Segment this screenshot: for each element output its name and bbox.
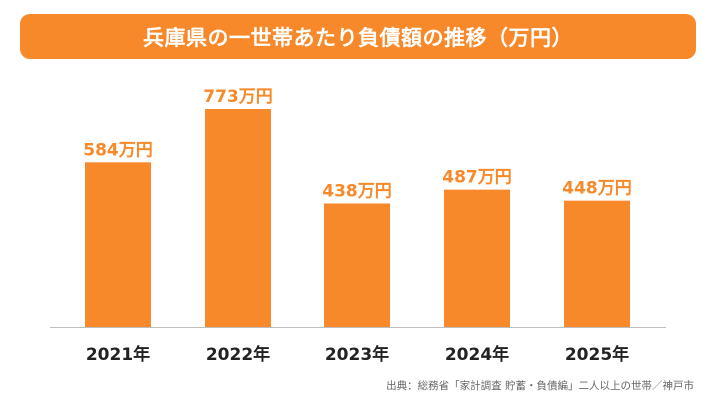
x-tick-label-1: 2021年 (86, 344, 150, 365)
x-tick-label-3: 2023年 (325, 344, 389, 365)
x-tick-label-5: 2025年 (565, 344, 629, 365)
chart-title-banner: 兵庫県の一世帯あたり負債額の推移（万円） (20, 14, 696, 59)
chart-title: 兵庫県の一世帯あたり負債額の推移（万円） (143, 25, 573, 50)
data-label-1: 584万円 (83, 140, 153, 160)
x-tick-label-2: 2022年 (206, 344, 270, 365)
bar-3 (324, 203, 390, 327)
data-label-4: 487万円 (442, 168, 512, 188)
bar-5 (564, 200, 630, 327)
bar-4 (444, 189, 510, 327)
data-label-3: 438万円 (322, 181, 392, 201)
bar-1 (85, 162, 151, 327)
bar-2 (205, 109, 271, 327)
source-note: 出典：総務省「家計調査 貯蓄・負債編」二人以上の世帯／神戸市 (386, 380, 694, 392)
data-label-5: 448万円 (562, 179, 632, 199)
x-tick-label-4: 2024年 (445, 344, 509, 365)
data-label-2: 773万円 (203, 87, 273, 107)
